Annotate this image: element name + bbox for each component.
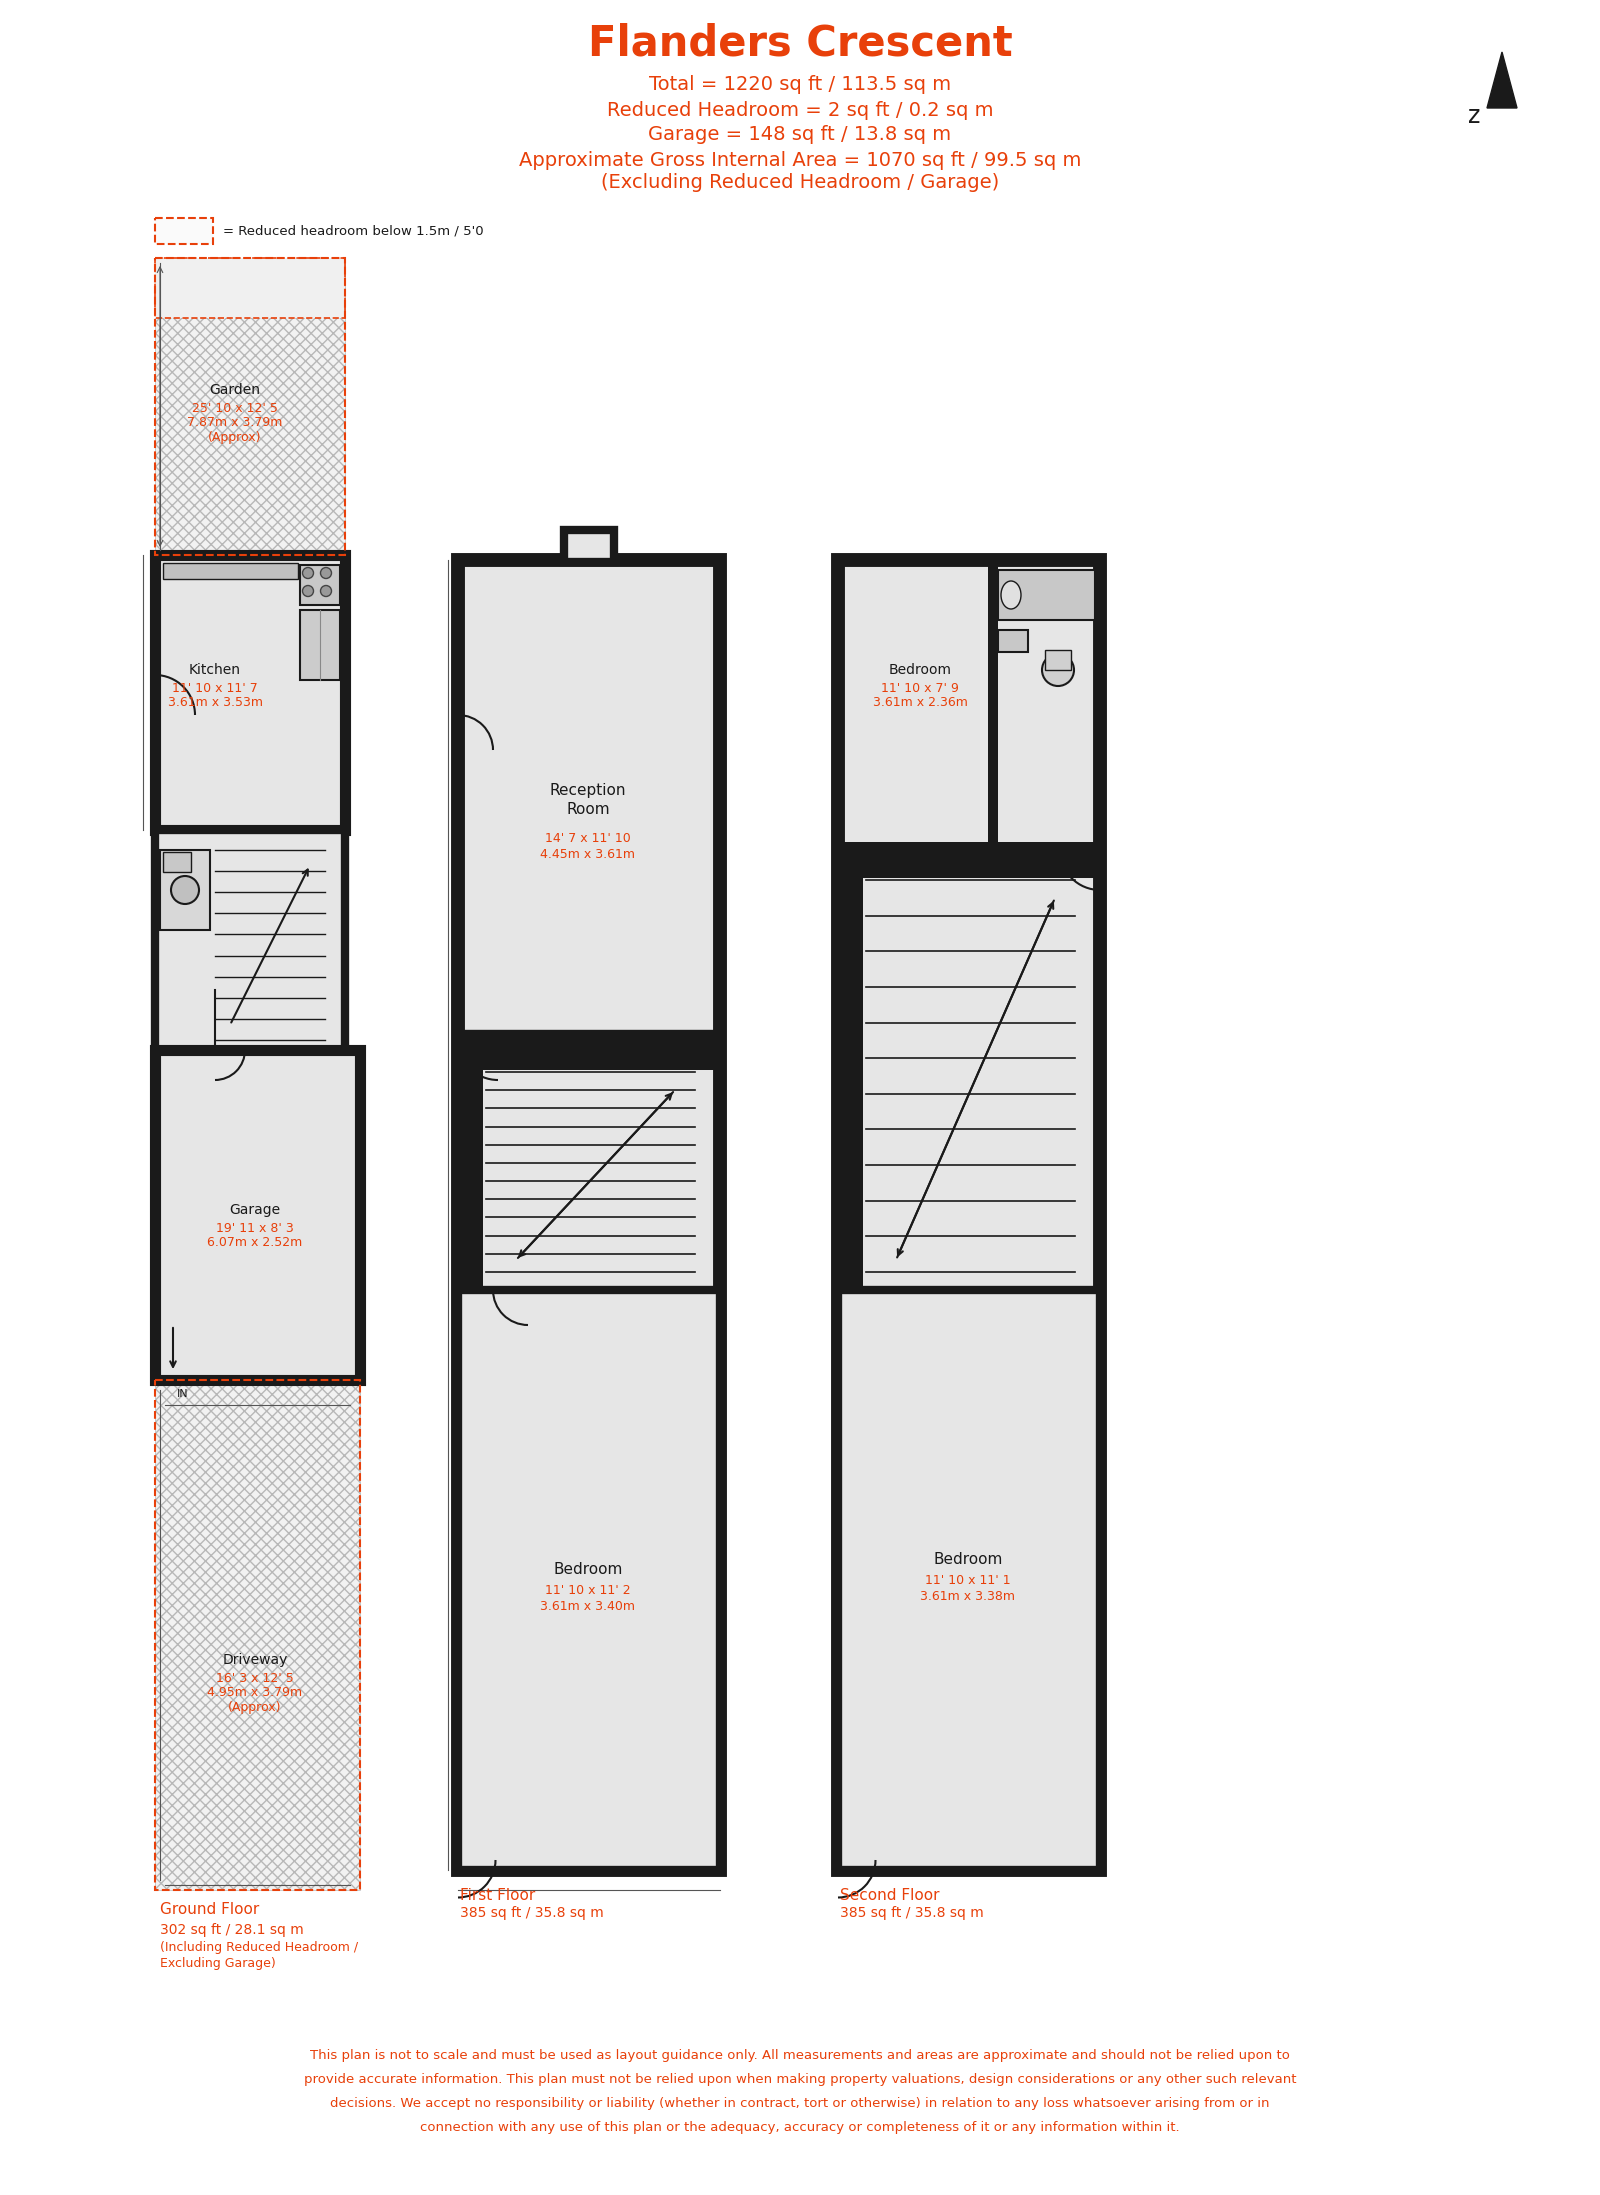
Text: Driveway: Driveway (222, 1653, 288, 1666)
Circle shape (1042, 654, 1074, 687)
Bar (989, 560, 998, 849)
Text: 11' 10 x 11' 7: 11' 10 x 11' 7 (173, 680, 258, 694)
Bar (163, 852, 190, 871)
Bar (838, 858, 862, 1291)
Text: Second Floor: Second Floor (840, 1888, 939, 1903)
Text: (Approx): (Approx) (208, 432, 262, 446)
Text: 4.95m x 3.79m: 4.95m x 3.79m (208, 1686, 302, 1699)
Bar (160, 849, 210, 931)
Text: 385 sq ft / 35.8 sq m: 385 sq ft / 35.8 sq m (840, 1905, 984, 1921)
Bar (155, 830, 346, 1049)
Circle shape (320, 586, 331, 597)
Bar (155, 1381, 360, 1890)
Bar (155, 259, 346, 555)
Ellipse shape (1002, 582, 1021, 608)
Circle shape (171, 876, 198, 904)
Text: Bedroom: Bedroom (554, 1563, 622, 1578)
Text: Garage = 148 sq ft / 13.8 sq m: Garage = 148 sq ft / 13.8 sq m (648, 125, 952, 145)
Text: 4.45m x 3.61m: 4.45m x 3.61m (541, 847, 635, 860)
Text: 3.61m x 3.53m: 3.61m x 3.53m (168, 696, 262, 709)
Bar (155, 1381, 360, 1890)
Text: 14' 7 x 11' 10: 14' 7 x 11' 10 (546, 832, 630, 845)
Text: Garden: Garden (210, 382, 261, 397)
Bar (483, 1049, 720, 1069)
Text: Kitchen: Kitchen (189, 663, 242, 676)
Polygon shape (1486, 53, 1517, 108)
Text: 3.61m x 2.36m: 3.61m x 2.36m (872, 696, 968, 709)
Bar (155, 217, 213, 244)
Circle shape (302, 569, 314, 579)
Text: Total = 1220 sq ft / 113.5 sq m: Total = 1220 sq ft / 113.5 sq m (650, 75, 950, 94)
Text: = Reduced headroom below 1.5m / 5'0: = Reduced headroom below 1.5m / 5'0 (222, 224, 483, 237)
Bar (301, 610, 339, 680)
Text: 11' 10 x 7' 9: 11' 10 x 7' 9 (882, 680, 958, 694)
Bar (838, 843, 1101, 858)
Text: Reception: Reception (550, 781, 626, 797)
Circle shape (302, 586, 314, 597)
Text: Flanders Crescent: Flanders Crescent (587, 22, 1013, 64)
Bar (1045, 650, 1070, 669)
Bar (155, 555, 346, 830)
Text: 3.61m x 3.38m: 3.61m x 3.38m (920, 1589, 1016, 1602)
Text: Bedroom: Bedroom (888, 663, 952, 676)
Bar (458, 560, 720, 1870)
Text: Excluding Garage): Excluding Garage) (160, 1958, 275, 1971)
Text: Garage: Garage (229, 1203, 280, 1216)
Text: (Including Reduced Headroom /: (Including Reduced Headroom / (160, 1943, 358, 1954)
Text: IN: IN (178, 1389, 189, 1398)
Text: First Floor: First Floor (461, 1888, 536, 1903)
Text: This plan is not to scale and must be used as layout guidance only. All measurem: This plan is not to scale and must be us… (310, 2048, 1290, 2061)
Bar (862, 858, 1101, 878)
Text: 6.07m x 2.52m: 6.07m x 2.52m (208, 1236, 302, 1249)
Text: 7.87m x 3.79m: 7.87m x 3.79m (187, 417, 283, 430)
Bar (838, 560, 1101, 1870)
Circle shape (320, 569, 331, 579)
Bar (458, 1029, 720, 1049)
Bar (301, 564, 339, 606)
Bar (155, 259, 346, 555)
Text: Bedroom: Bedroom (933, 1552, 1003, 1567)
Text: Reduced Headroom = 2 sq ft / 0.2 sq m: Reduced Headroom = 2 sq ft / 0.2 sq m (606, 101, 994, 119)
Text: 25' 10 x 12' 5: 25' 10 x 12' 5 (192, 402, 278, 415)
Bar (838, 1291, 1101, 1870)
Text: 11' 10 x 11' 2: 11' 10 x 11' 2 (546, 1583, 630, 1596)
Text: (Excluding Reduced Headroom / Garage): (Excluding Reduced Headroom / Garage) (602, 173, 998, 193)
Text: connection with any use of this plan or the adequacy, accuracy or completeness o: connection with any use of this plan or … (421, 2120, 1179, 2134)
Text: 3.61m x 3.40m: 3.61m x 3.40m (541, 1600, 635, 1613)
Bar (563, 529, 614, 562)
Bar (458, 1049, 483, 1291)
Bar (458, 1291, 720, 1870)
Text: 302 sq ft / 28.1 sq m: 302 sq ft / 28.1 sq m (160, 1923, 304, 1936)
Bar (155, 259, 346, 318)
Bar (163, 562, 298, 579)
Text: Room: Room (566, 803, 610, 817)
Text: Approximate Gross Internal Area = 1070 sq ft / 99.5 sq m: Approximate Gross Internal Area = 1070 s… (518, 151, 1082, 169)
Bar (155, 1049, 360, 1381)
Bar (998, 571, 1094, 619)
Text: z: z (1469, 103, 1480, 127)
Text: decisions. We accept no responsibility or liability (whether in contract, tort o: decisions. We accept no responsibility o… (330, 2096, 1270, 2109)
Text: provide accurate information. This plan must not be relied upon when making prop: provide accurate information. This plan … (304, 2072, 1296, 2085)
Text: (Approx): (Approx) (229, 1701, 282, 1714)
Bar (998, 630, 1027, 652)
Text: 385 sq ft / 35.8 sq m: 385 sq ft / 35.8 sq m (461, 1905, 603, 1921)
Bar (155, 1381, 360, 1890)
Text: 11' 10 x 11' 1: 11' 10 x 11' 1 (925, 1574, 1011, 1587)
Text: 16' 3 x 12' 5: 16' 3 x 12' 5 (216, 1673, 294, 1684)
Text: 19' 11 x 8' 3: 19' 11 x 8' 3 (216, 1220, 294, 1234)
Text: Ground Floor: Ground Floor (160, 1903, 259, 1918)
Bar (155, 259, 346, 555)
